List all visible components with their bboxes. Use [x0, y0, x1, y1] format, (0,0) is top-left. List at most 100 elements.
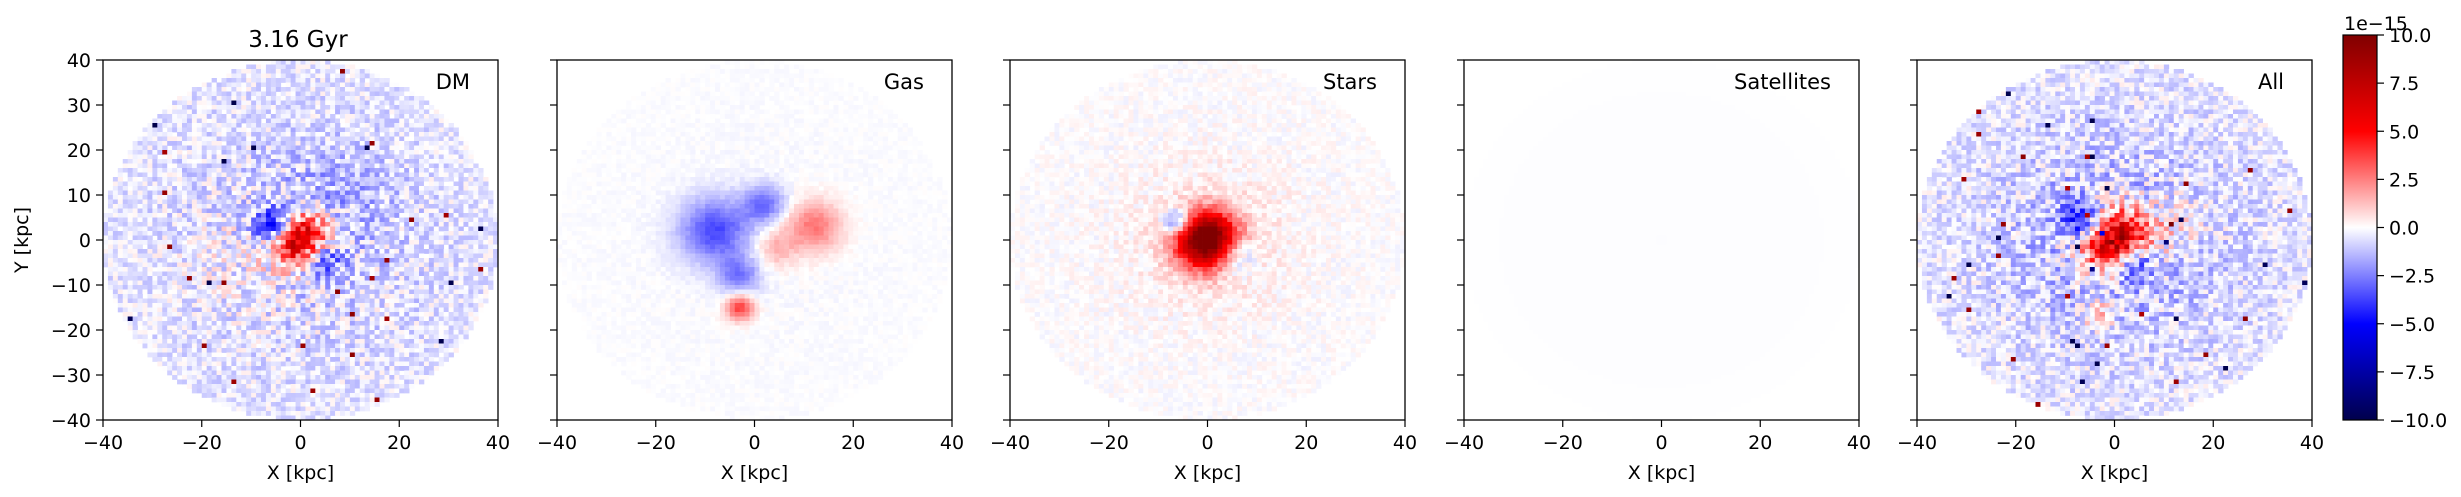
heatmap-cell [196, 91, 203, 97]
heatmap-cell [261, 240, 267, 245]
heatmap-cell [364, 100, 370, 106]
heatmap-cell [117, 172, 124, 178]
heatmap-cell [285, 244, 291, 250]
heatmap-cell [275, 159, 282, 164]
heatmap-cell [305, 82, 311, 88]
heatmap-cell [231, 177, 237, 182]
panel-dm: −40 −20 0 20 40X [kpc]−40−30−20−10010203040Y… [11, 50, 510, 484]
heatmap-cell [448, 181, 454, 187]
heatmap-cell [335, 100, 341, 106]
heatmap-cell [399, 190, 405, 196]
heatmap-cell [414, 361, 420, 367]
heatmap-cell [117, 208, 124, 214]
heatmap-cell [374, 163, 380, 169]
heatmap-cell [275, 199, 282, 205]
heatmap-cell [369, 136, 375, 142]
heatmap-cell [428, 105, 435, 110]
heatmap-cell [349, 258, 356, 263]
heatmap-cell [394, 289, 400, 295]
heatmap-cell [468, 253, 474, 259]
heatmap-cell [206, 361, 212, 367]
heatmap-cell [330, 249, 336, 254]
heatmap-cell [320, 307, 326, 313]
heatmap-cell [167, 208, 173, 214]
heatmap-cell [349, 145, 356, 151]
heatmap-cell [315, 226, 321, 232]
heatmap-cell [354, 240, 361, 245]
heatmap-cell [295, 159, 301, 164]
heatmap-cell [167, 334, 173, 340]
heatmap-cell [285, 109, 291, 115]
heatmap-cell [335, 91, 341, 97]
heatmap-cell [157, 253, 163, 259]
heatmap-cell [423, 118, 430, 124]
heatmap-cell [354, 253, 361, 259]
heatmap-cell [404, 321, 410, 326]
heatmap-cell [354, 195, 361, 200]
heatmap-cell [256, 231, 262, 236]
heatmap-cell [379, 109, 385, 115]
heatmap-cell [206, 127, 212, 133]
heatmap-cell [349, 402, 356, 407]
heatmap-cell [409, 258, 415, 263]
heatmap-cell [251, 316, 257, 322]
heatmap-cell [211, 258, 217, 263]
heatmap-cell [177, 235, 183, 241]
heatmap-cell [137, 208, 143, 214]
heatmap-cell [389, 393, 395, 398]
heatmap-cell [226, 213, 232, 218]
heatmap-cell [330, 370, 336, 376]
heatmap-cell [414, 195, 420, 200]
heatmap-cell [389, 145, 395, 151]
heatmap-cell [310, 105, 316, 110]
heatmap-cell [236, 127, 242, 133]
heatmap-cell [216, 388, 222, 394]
heatmap-cell [241, 181, 247, 187]
heatmap-cell [182, 213, 188, 218]
heatmap-cell [142, 127, 148, 133]
heatmap-cell [384, 258, 390, 263]
heatmap-cell [320, 73, 326, 79]
heatmap-cell [256, 69, 262, 74]
heatmap-cell [157, 141, 163, 146]
heatmap-cell [201, 370, 208, 376]
heatmap-cell [251, 262, 257, 268]
heatmap-cell [305, 321, 311, 326]
y-tick-label: −40 [51, 410, 91, 432]
heatmap-cell [157, 213, 163, 218]
heatmap-cell [344, 406, 351, 412]
heatmap-cell [478, 262, 484, 268]
heatmap-cell [389, 276, 395, 281]
heatmap-cell [404, 163, 410, 169]
heatmap-cell [246, 73, 252, 79]
heatmap-cell [340, 285, 346, 290]
heatmap-cell [409, 339, 415, 344]
heatmap-cell [344, 127, 351, 133]
heatmap-cell [196, 343, 203, 349]
heatmap-cell [305, 132, 311, 137]
heatmap-cell [211, 163, 217, 169]
heatmap-cell [246, 253, 252, 259]
heatmap-cell [216, 321, 222, 326]
heatmap-cell [438, 150, 445, 155]
heatmap-cell [438, 186, 445, 191]
heatmap-cell [473, 312, 479, 317]
heatmap-cell [448, 217, 454, 223]
heatmap-cell [285, 91, 291, 97]
heatmap-cell [384, 276, 390, 281]
heatmap-cell [142, 145, 148, 151]
heatmap-cell [453, 330, 459, 335]
heatmap-cell [354, 217, 361, 223]
heatmap-cell [310, 307, 316, 313]
heatmap-cell [344, 267, 351, 272]
heatmap-cell [374, 375, 380, 380]
heatmap-cell [419, 150, 425, 155]
heatmap-cell [414, 154, 420, 160]
heatmap-cell [478, 298, 484, 304]
heatmap-cell [152, 244, 158, 250]
heatmap-cell [137, 168, 143, 173]
heatmap-cell [182, 348, 188, 353]
heatmap-cell [177, 132, 183, 137]
heatmap-cell [300, 406, 306, 412]
heatmap-cell [216, 339, 222, 344]
